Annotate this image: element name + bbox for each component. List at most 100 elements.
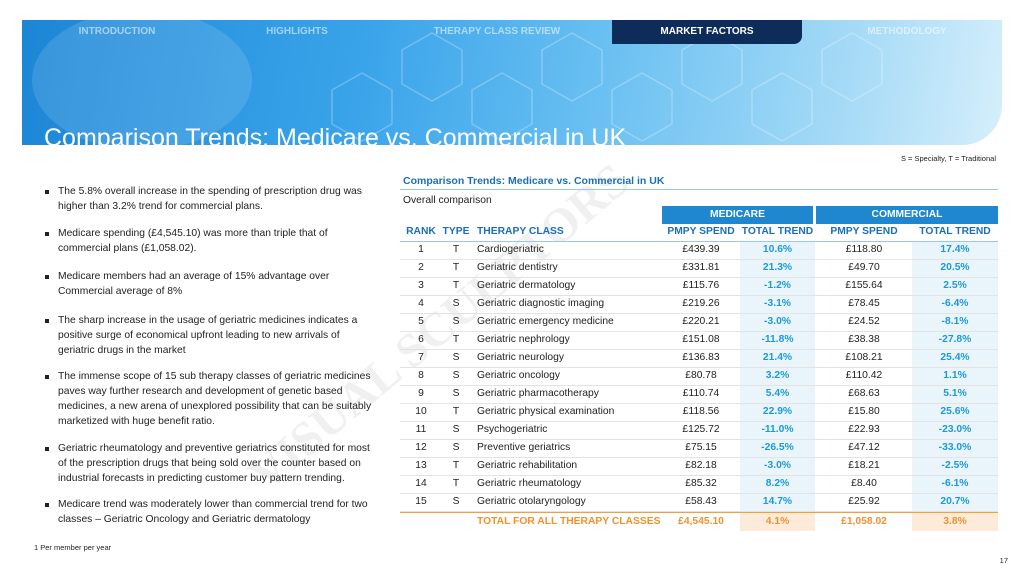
table-cell: £49.70 <box>848 262 880 273</box>
row-rule <box>400 421 998 422</box>
group-header: COMMERCIAL <box>816 206 998 224</box>
table-cell: 8.2% <box>765 478 790 489</box>
total-cell: £1,058.02 <box>841 516 887 527</box>
table-cell: £219.26 <box>682 298 720 309</box>
page-number: 17 <box>999 556 1008 565</box>
table-cell: 11 <box>415 424 427 435</box>
table-cell: £110.74 <box>682 388 720 399</box>
bullet: The immense scope of 15 sub therapy clas… <box>45 369 376 429</box>
table-cell: S <box>452 316 460 327</box>
table-cell: 10 <box>415 406 427 417</box>
table-cell: £136.83 <box>682 352 720 363</box>
table-cell: 13 <box>415 460 427 471</box>
table-cell: Geriatric emergency medicine <box>477 316 614 327</box>
table-cell: Geriatric dentistry <box>477 262 558 273</box>
bullet: The 5.8% overall increase in the spendin… <box>45 184 376 214</box>
group-header: MEDICARE <box>662 206 813 224</box>
slide-title: Comparison Trends: Medicare vs. Commerci… <box>44 124 627 145</box>
table-cell: 25.4% <box>940 352 970 363</box>
table-cell: £8.40 <box>851 478 877 489</box>
table-cell: Geriatric physical examination <box>477 406 615 417</box>
table-cell: -3.0% <box>764 316 791 327</box>
table-cell: £151.08 <box>682 334 720 345</box>
table-cell: £155.64 <box>845 280 883 291</box>
table-cell: S <box>452 496 460 507</box>
nav-tab[interactable]: HIGHLIGHTS <box>266 26 328 37</box>
table-cell: £220.21 <box>682 316 720 327</box>
bullet: The sharp increase in the usage of geria… <box>45 313 376 358</box>
table-cell: T <box>452 478 460 489</box>
table-cell: -8.1% <box>941 316 969 327</box>
table-cell: 25.6% <box>940 406 970 417</box>
table-cell: -27.8% <box>938 334 972 345</box>
table-cell: £118.56 <box>682 406 720 417</box>
table-cell: -3.0% <box>764 460 791 471</box>
nav-tab[interactable]: METHODOLOGY <box>867 26 947 37</box>
table-cell: £118.80 <box>845 244 883 255</box>
table-cell: 14.7% <box>762 496 793 507</box>
table-cell: -6.4% <box>941 298 969 309</box>
bullet: Medicare trend was moderately lower than… <box>45 497 376 527</box>
table-cell: 10.6% <box>762 244 793 255</box>
table-cell: 2.5% <box>943 280 967 291</box>
table-cell: £38.38 <box>848 334 880 345</box>
row-rule <box>400 367 998 368</box>
trend-shade <box>740 241 815 511</box>
column-header: RANK <box>406 226 436 237</box>
row-rule <box>400 493 998 494</box>
table-cell: Geriatric pharmacotherapy <box>477 388 599 399</box>
table-cell: Preventive geriatrics <box>477 442 571 453</box>
table-cell: -26.5% <box>761 442 794 453</box>
row-rule <box>400 511 998 512</box>
table-cell: T <box>452 460 460 471</box>
table-cell: S <box>452 424 460 435</box>
table-cell: -23.0% <box>938 424 972 435</box>
table-cell: £68.63 <box>848 388 880 399</box>
row-rule <box>400 385 998 386</box>
rule <box>400 512 998 513</box>
table-cell: 6 <box>418 334 424 345</box>
table-cell: T <box>452 262 460 273</box>
table-cell: Geriatric rheumatology <box>477 478 582 489</box>
table-cell: £58.43 <box>685 496 717 507</box>
nav-tab[interactable]: MARKET FACTORS <box>612 20 802 44</box>
table-cell: 3.2% <box>765 370 790 381</box>
nav-tab[interactable]: THERAPY CLASS REVIEW <box>433 26 561 37</box>
table-cell: 7 <box>418 352 424 363</box>
table-cell: 21.4% <box>762 352 793 363</box>
column-header: TOTAL TREND <box>919 226 991 237</box>
table-cell: Geriatric rehabilitation <box>477 460 578 471</box>
legend-note: S = Specialty, T = Traditional <box>900 154 996 163</box>
table-cell: 3 <box>418 280 424 291</box>
trend-shade <box>912 241 998 511</box>
footnote: 1 Per member per year <box>34 543 112 552</box>
table-cell: Geriatric otolaryngology <box>477 496 586 507</box>
banner-pattern <box>32 20 883 145</box>
table-cell: 5.1% <box>943 388 967 399</box>
table-cell: £439.39 <box>682 244 720 255</box>
total-shade <box>912 513 998 531</box>
column-header: TOTAL TREND <box>741 226 814 237</box>
table-cell: 21.3% <box>762 262 793 273</box>
table-cell: £110.42 <box>845 370 883 381</box>
table-cell: £22.93 <box>848 424 880 435</box>
table-cell: T <box>452 280 460 291</box>
table-cell: £85.32 <box>685 478 717 489</box>
nav-tab[interactable]: INTRODUCTION <box>78 26 156 37</box>
bullet: Geriatric rheumatology and preventive ge… <box>45 441 376 486</box>
table-cell: £18.21 <box>848 460 880 471</box>
table-cell: £108.21 <box>845 352 883 363</box>
table-cell: -1.2% <box>764 280 791 291</box>
bullet: Medicare members had an average of 15% a… <box>45 269 376 299</box>
table-cell: 5 <box>418 316 424 327</box>
table-subcaption: Overall comparison <box>403 195 492 206</box>
table-cell: 9 <box>418 388 424 399</box>
row-rule <box>400 475 998 476</box>
total-cell: £4,545.10 <box>678 516 724 527</box>
table-cell: Cardiogeriatric <box>477 244 544 255</box>
total-cell: 3.8% <box>943 516 967 527</box>
table-cell: Geriatric dermatology <box>477 280 576 291</box>
total-cell: TOTAL FOR ALL THERAPY CLASSES <box>477 516 661 527</box>
table-cell: Psychogeriatric <box>477 424 548 435</box>
table-cell: 12 <box>415 442 427 453</box>
